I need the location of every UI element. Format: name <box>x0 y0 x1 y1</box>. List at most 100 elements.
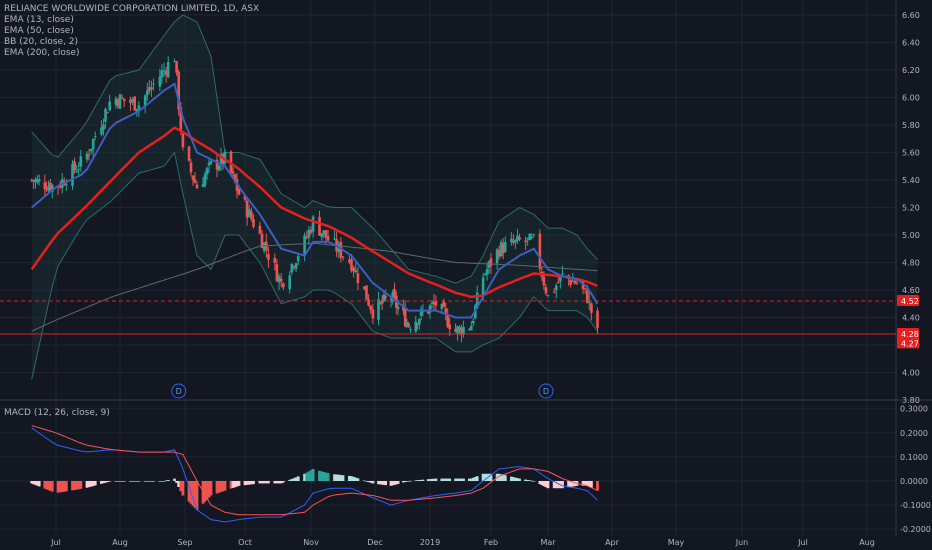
macd-histogram-bar <box>207 481 211 498</box>
macd-histogram-bar <box>122 481 126 482</box>
candle-body <box>85 153 89 160</box>
macd-histogram-bar <box>567 481 570 488</box>
macd-histogram-bar <box>448 478 452 481</box>
macd-histogram-bar <box>131 481 134 482</box>
macd-histogram-bar <box>538 481 542 485</box>
candle <box>77 161 80 178</box>
macd-histogram-bar <box>556 481 560 489</box>
candle <box>34 177 37 189</box>
chart-title: RELIANCE WORLDWIDE CORPORATION LIMITED, … <box>4 4 260 14</box>
candle-body <box>273 258 277 263</box>
candle-body <box>175 61 178 73</box>
candle-body <box>205 168 209 175</box>
candle <box>104 107 107 129</box>
candle-body <box>129 99 132 104</box>
candle <box>419 305 423 320</box>
candle-body <box>512 240 515 243</box>
candle-body <box>162 70 166 71</box>
candle-body <box>120 97 124 99</box>
candle-body <box>365 285 368 300</box>
macd-histogram-bar <box>100 481 103 484</box>
macd-histogram-bar <box>489 473 493 481</box>
candle-body <box>460 328 463 335</box>
candle <box>380 295 384 311</box>
candle <box>456 325 459 341</box>
candle-body <box>47 186 50 191</box>
candle-body <box>393 288 396 297</box>
price-tick-label: 3.80 <box>902 396 920 405</box>
legend-ema50[interactable]: EMA (50, close) <box>4 26 74 36</box>
candle-body <box>51 185 54 192</box>
candle <box>356 267 360 291</box>
candle <box>30 178 33 183</box>
legend-ema13[interactable]: EMA (13, close) <box>4 15 74 25</box>
candle <box>79 150 83 172</box>
candle-body <box>544 287 548 294</box>
macd-histogram-bar <box>35 481 39 486</box>
candle <box>201 177 205 188</box>
candle-body <box>108 101 111 111</box>
macd-histogram-bar <box>571 481 575 487</box>
macd-histogram-bar <box>481 473 485 481</box>
macd-histogram-bar <box>102 481 105 484</box>
macd-histogram-bar <box>430 478 434 481</box>
candle-body <box>409 328 412 330</box>
candle <box>207 159 211 174</box>
macd-tick-label: 0.0000 <box>900 477 928 486</box>
candle-body <box>49 182 52 191</box>
candle-body <box>275 264 279 282</box>
candle <box>472 317 475 327</box>
candle-body <box>434 301 438 306</box>
legend-ema200[interactable]: EMA (200, close) <box>4 48 80 58</box>
candle <box>414 315 418 333</box>
macd-histogram-bar <box>209 481 213 496</box>
candle-body <box>73 161 76 171</box>
macd-tick-label: 0.1000 <box>900 453 928 462</box>
macd-histogram-bar <box>561 481 564 489</box>
candle-body <box>396 306 400 310</box>
candle <box>193 172 197 184</box>
macd-histogram-bar <box>93 481 97 486</box>
candle-body <box>555 285 558 291</box>
candle <box>166 56 170 79</box>
candle-body <box>481 277 485 296</box>
candle <box>460 324 463 343</box>
macd-legend[interactable]: MACD (12, 26, close, 9) <box>4 408 110 418</box>
candle-body <box>79 156 83 167</box>
macd-histogram-bar <box>247 481 251 485</box>
time-tick-label: 2019 <box>420 538 440 547</box>
candle <box>495 247 499 270</box>
macd-histogram-bar <box>309 470 313 481</box>
macd-histogram-bar <box>58 481 62 493</box>
macd-histogram-bar <box>378 481 382 485</box>
candle-body <box>45 189 48 191</box>
candle-body <box>146 90 149 96</box>
candle <box>448 317 451 336</box>
candle <box>148 79 151 95</box>
candle-body <box>203 174 207 186</box>
macd-histogram-bar <box>341 475 345 481</box>
macd-histogram-bar <box>273 481 277 484</box>
grid <box>0 0 932 536</box>
macd-histogram-bar <box>166 480 170 481</box>
macd-histogram-bar <box>460 478 463 481</box>
macd-histogram-bar <box>554 481 558 489</box>
candle-body <box>405 322 409 327</box>
dividend-circle <box>171 383 187 399</box>
candle-body <box>87 154 91 156</box>
candle-body <box>499 242 503 257</box>
candle <box>248 204 251 218</box>
candle <box>146 82 149 101</box>
legend-bb[interactable]: BB (20, close, 2) <box>4 37 79 47</box>
candle <box>158 68 162 92</box>
candle-body <box>131 99 134 103</box>
macd-histogram-bar <box>223 481 227 491</box>
macd-histogram-bar <box>235 481 239 487</box>
dividend-marker: D <box>538 383 554 399</box>
macd-histogram-bar <box>148 481 151 482</box>
candle-body <box>526 238 529 240</box>
candle <box>223 149 227 167</box>
macd-histogram-bar <box>497 473 501 481</box>
macd-histogram-bar <box>552 481 556 489</box>
